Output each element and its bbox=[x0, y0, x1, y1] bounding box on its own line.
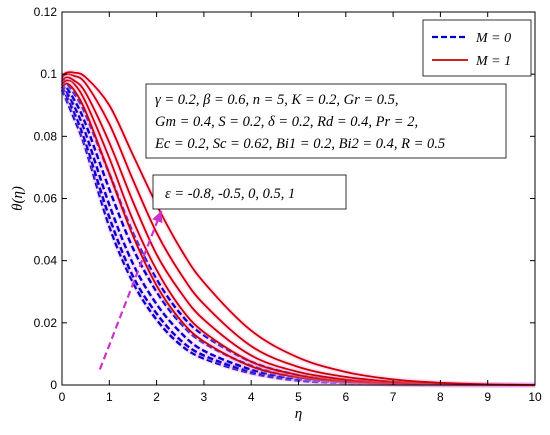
x-axis-label: η bbox=[295, 406, 302, 422]
epsilon-arrow bbox=[98, 210, 163, 370]
y-tick-label: 0.06 bbox=[34, 192, 58, 206]
y-tick-label: 0.08 bbox=[34, 129, 58, 143]
y-tick-label: 0.02 bbox=[34, 316, 58, 330]
legend-label-m0: M = 0 bbox=[475, 31, 511, 46]
legend-label-m1: M = 1 bbox=[475, 54, 511, 69]
arrow-head bbox=[152, 210, 163, 224]
series-m1-eps-1 bbox=[61, 71, 536, 386]
epsilon-box-frame bbox=[152, 174, 347, 210]
x-tick-label: 2 bbox=[153, 390, 160, 404]
y-tick-label: 0.1 bbox=[40, 67, 57, 81]
x-tick-label: 5 bbox=[295, 390, 302, 404]
x-tick-label: 9 bbox=[484, 390, 491, 404]
x-tick-label: 3 bbox=[201, 390, 208, 404]
series-m0-eps-1 bbox=[61, 76, 536, 387]
x-tick-label: 1 bbox=[106, 390, 113, 404]
series-m1-eps-0 bbox=[61, 76, 536, 386]
parameter-box: γ = 0.2, β = 0.6, n = 5, K = 0.2, Gr = 0… bbox=[145, 83, 507, 159]
arrow-shaft bbox=[98, 210, 163, 370]
y-axis-label: θ(η) bbox=[10, 186, 26, 211]
epsilon-box: ε = -0.8, -0.5, 0, 0.5, 1 bbox=[152, 174, 347, 210]
parameter-line-2: Gm = 0.4, S = 0.2, δ = 0.2, Rd = 0.4, Pr… bbox=[155, 114, 418, 130]
x-tick-label: 7 bbox=[390, 390, 397, 404]
legend: M = 0 M = 1 bbox=[422, 19, 532, 77]
y-tick-label: 0 bbox=[50, 378, 57, 392]
y-tick-label: 0.12 bbox=[34, 5, 58, 19]
series-layer bbox=[59, 69, 536, 388]
parameter-box-frame bbox=[145, 83, 507, 159]
x-tick-label: 8 bbox=[437, 390, 444, 404]
x-tick-label: 6 bbox=[342, 390, 349, 404]
epsilon-label: ε = -0.8, -0.5, 0, 0.5, 1 bbox=[165, 186, 295, 202]
x-tick-label: 4 bbox=[248, 390, 255, 404]
x-tick-label: 10 bbox=[528, 390, 542, 404]
y-tick-label: 0.04 bbox=[34, 254, 58, 268]
parameter-line-3: Ec = 0.2, Sc = 0.62, Bi1 = 0.2, Bi2 = 0.… bbox=[154, 136, 445, 152]
axis-ticks: 0 1 2 3 4 5 6 7 8 9 10 0 0.02 0.04 0.06 0.08 0.1 0.12 bbox=[34, 5, 542, 404]
parameter-line-1: γ = 0.2, β = 0.6, n = 5, K = 0.2, Gr = 0… bbox=[155, 92, 399, 108]
legend-frame bbox=[422, 19, 532, 77]
series-m1-eps-0p5 bbox=[61, 73, 536, 386]
x-tick-label: 0 bbox=[59, 390, 66, 404]
